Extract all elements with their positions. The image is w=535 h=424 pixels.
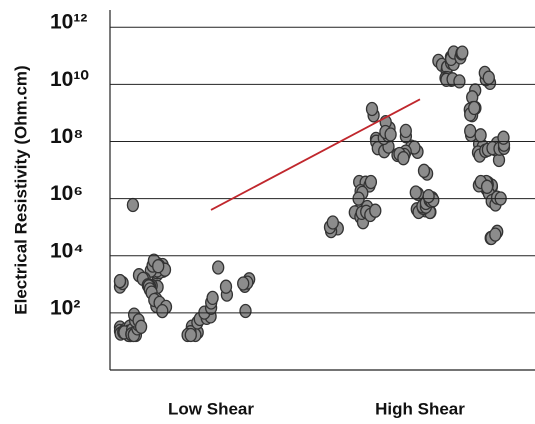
particle xyxy=(364,174,378,190)
y-tick-label: 10¹⁰ xyxy=(50,68,89,91)
particle xyxy=(206,290,219,306)
particle xyxy=(384,127,397,142)
particle xyxy=(152,259,165,274)
particle xyxy=(326,215,339,230)
particle xyxy=(156,303,169,319)
particle xyxy=(134,319,148,334)
particle xyxy=(399,123,412,139)
particle xyxy=(113,273,127,289)
particle xyxy=(422,188,435,204)
particle xyxy=(397,151,410,166)
trend-line xyxy=(210,98,421,211)
y-tick-label: 10¹² xyxy=(50,11,87,34)
particle xyxy=(497,130,510,145)
particle xyxy=(365,101,379,117)
particle xyxy=(482,70,495,85)
particle xyxy=(489,227,502,242)
particle xyxy=(453,74,466,89)
particle xyxy=(464,123,477,139)
y-tick-label: 10⁴ xyxy=(50,239,84,262)
particle xyxy=(474,128,487,143)
x-tick-label: High Shear xyxy=(375,399,465,418)
particle xyxy=(126,197,140,213)
particle xyxy=(409,185,422,200)
particle xyxy=(456,45,469,60)
x-tick-label: Low Shear xyxy=(168,399,254,418)
y-axis-label: Electrical Resistivity (Ohm.cm) xyxy=(11,65,30,314)
particle xyxy=(219,279,233,294)
particle xyxy=(468,100,481,116)
particle xyxy=(212,260,225,275)
particle xyxy=(417,163,431,178)
particle xyxy=(184,327,197,343)
y-tick-label: 10⁶ xyxy=(50,182,83,205)
y-tick-label: 10² xyxy=(50,296,80,319)
particle xyxy=(237,276,250,291)
particles xyxy=(113,45,511,343)
particle xyxy=(239,303,252,319)
particle xyxy=(480,179,494,194)
y-tick-label: 10⁸ xyxy=(50,125,83,148)
particle xyxy=(369,203,382,218)
